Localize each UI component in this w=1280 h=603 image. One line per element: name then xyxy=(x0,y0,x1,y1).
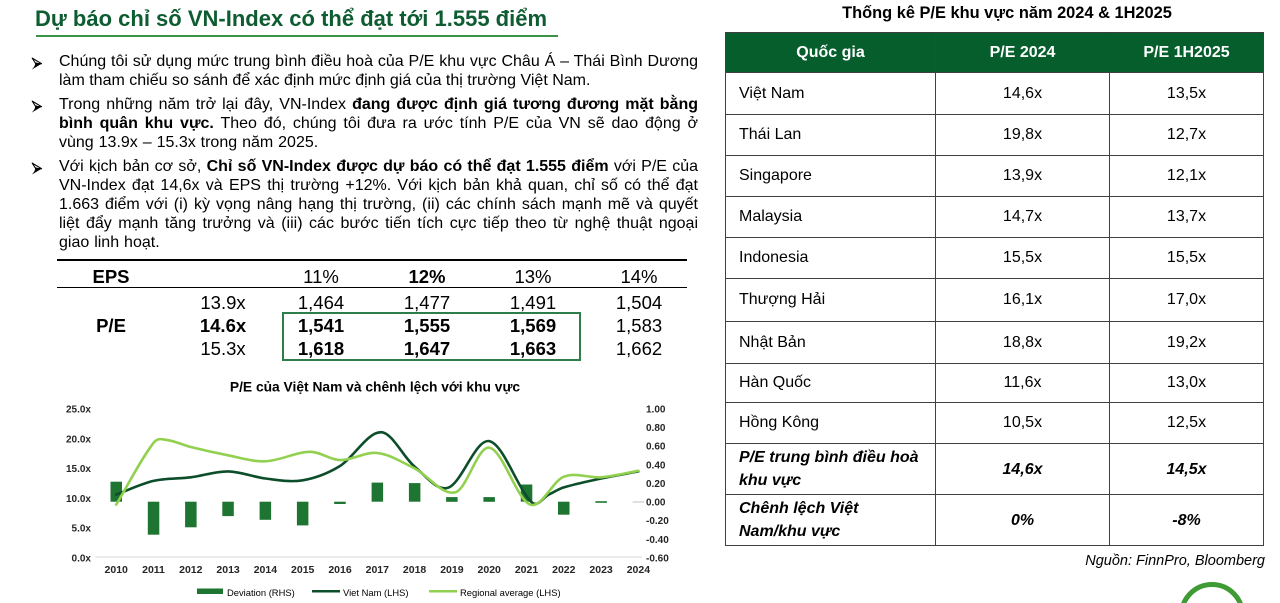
svg-text:1.00: 1.00 xyxy=(646,405,666,416)
svg-text:P/E của Việt Nam và chênh lệch: P/E của Việt Nam và chênh lệch với khu v… xyxy=(230,380,521,395)
svg-text:2022: 2022 xyxy=(552,564,576,576)
svg-text:2017: 2017 xyxy=(366,564,390,576)
svg-text:-0.60: -0.60 xyxy=(646,554,669,565)
svg-text:2018: 2018 xyxy=(403,564,427,576)
svg-text:2023: 2023 xyxy=(589,564,613,576)
svg-text:Regional average (LHS): Regional average (LHS) xyxy=(460,587,561,598)
svg-text:2011: 2011 xyxy=(142,564,165,576)
svg-text:2024: 2024 xyxy=(627,564,651,576)
svg-text:2016: 2016 xyxy=(328,564,352,576)
svg-text:2015: 2015 xyxy=(291,564,315,576)
svg-text:Deviation (RHS): Deviation (RHS) xyxy=(227,587,295,598)
svg-text:0.80: 0.80 xyxy=(646,423,666,434)
svg-text:2012: 2012 xyxy=(179,564,203,576)
svg-text:2013: 2013 xyxy=(216,564,240,576)
svg-text:5.0x: 5.0x xyxy=(72,524,92,535)
svg-text:Viet Nam (LHS): Viet Nam (LHS) xyxy=(343,587,408,598)
svg-text:-0.40: -0.40 xyxy=(646,535,669,546)
svg-text:2021: 2021 xyxy=(515,564,539,576)
svg-text:15.0x: 15.0x xyxy=(66,464,91,475)
svg-text:0.0x: 0.0x xyxy=(72,554,92,565)
svg-text:2010: 2010 xyxy=(105,564,129,576)
svg-text:0.20: 0.20 xyxy=(646,479,666,490)
svg-text:20.0x: 20.0x xyxy=(66,434,91,445)
svg-text:0.60: 0.60 xyxy=(646,442,666,453)
svg-text:10.0x: 10.0x xyxy=(66,494,91,505)
svg-text:2019: 2019 xyxy=(440,564,464,576)
svg-text:25.0x: 25.0x xyxy=(66,405,91,416)
svg-text:-0.20: -0.20 xyxy=(646,516,669,527)
svg-text:0.40: 0.40 xyxy=(646,460,666,471)
svg-text:2020: 2020 xyxy=(478,564,502,576)
svg-text:0.00: 0.00 xyxy=(646,498,666,509)
svg-text:2014: 2014 xyxy=(254,564,278,576)
